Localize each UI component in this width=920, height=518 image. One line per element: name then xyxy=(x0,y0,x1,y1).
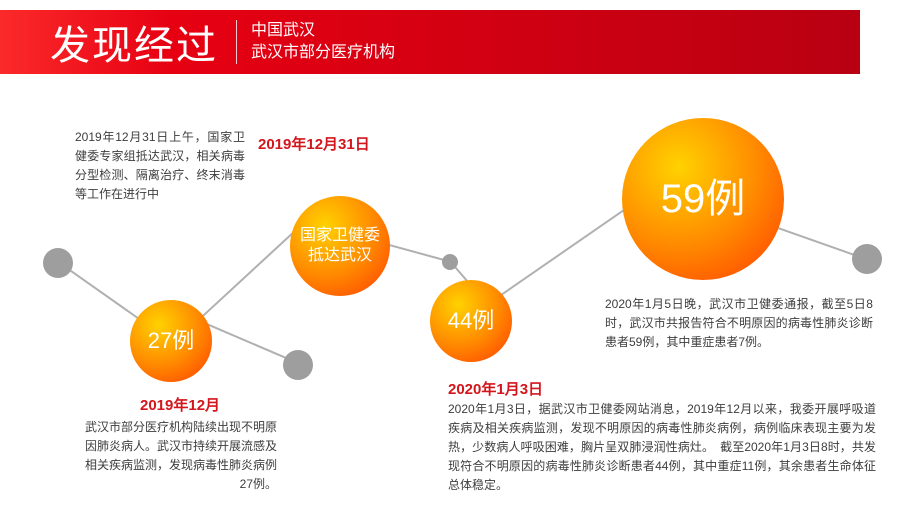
node-n27: 27例 xyxy=(130,300,212,382)
node-n44: 44例 xyxy=(430,280,512,362)
header-divider xyxy=(236,20,237,64)
connector-1 xyxy=(199,320,298,363)
header-title: 发现经过 xyxy=(0,13,236,71)
grey-dot-0 xyxy=(43,248,73,278)
header-sub-line1: 中国武汉 xyxy=(251,20,395,42)
header-sub-line2: 武汉市部分医疗机构 xyxy=(251,42,395,64)
date-label-1: 2019年12月31日 xyxy=(258,133,370,154)
header-bar: 发现经过 中国武汉 武汉市部分医疗机构 xyxy=(0,10,860,74)
text-bottom-left: 武汉市部分医疗机构陆续出现不明原因肺炎病人。武汉市持续开展流感及相关疾病监测，发… xyxy=(85,418,277,494)
grey-dot-2 xyxy=(442,254,458,270)
connector-3 xyxy=(382,242,448,261)
text-top-left: 2019年12月31日上午，国家卫健委专家组抵达武汉，相关病毒分型检测、隔离治疗… xyxy=(75,128,245,204)
node-n59: 59例 xyxy=(622,118,784,280)
grey-dot-3 xyxy=(852,244,882,274)
date-label-2: 2019年12月 xyxy=(140,394,220,415)
connector-6 xyxy=(764,222,866,259)
grey-dot-1 xyxy=(283,350,313,380)
node-nwh: 国家卫健委抵达武汉 xyxy=(290,196,390,296)
text-right-59: 2020年1月5日晚，武汉市卫健委通报，截至5日8时，武汉市共报告符合不明原因的… xyxy=(605,295,873,352)
header-subtitle: 中国武汉 武汉市部分医疗机构 xyxy=(237,20,395,64)
date-label-3: 2020年1月3日 xyxy=(448,378,543,399)
text-bottom-44: 2020年1月3日，据武汉市卫健委网站消息，2019年12月以来，我委开展呼吸道… xyxy=(448,400,876,495)
